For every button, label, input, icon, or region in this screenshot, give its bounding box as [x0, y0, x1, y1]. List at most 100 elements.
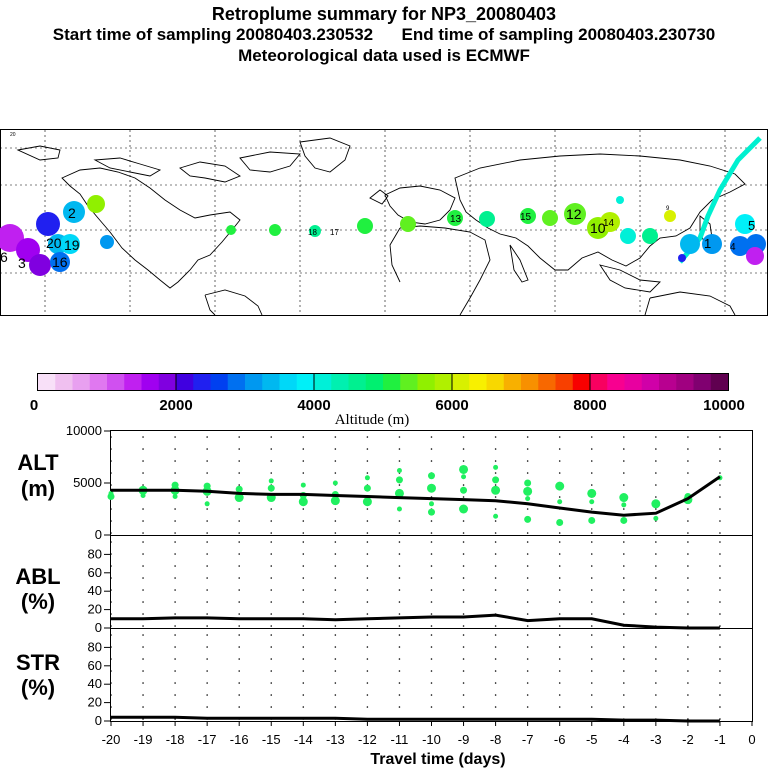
grid-dot — [334, 601, 337, 603]
y-tick-label: 20 — [88, 695, 102, 710]
grid-dot — [719, 706, 721, 708]
str-ylabel: STR — [16, 650, 60, 675]
grid-dot — [687, 718, 689, 720]
plume-day-label: 18 — [308, 228, 317, 237]
y-tick-label: 5000 — [73, 475, 102, 490]
grid-dot — [174, 706, 176, 708]
grid-dot — [302, 694, 305, 696]
grid-dot — [687, 565, 689, 567]
altitude-point — [107, 493, 115, 501]
grid-dot — [270, 460, 273, 462]
grid-dot — [270, 553, 273, 555]
grid-dot — [558, 658, 561, 660]
plume-marker — [226, 225, 236, 235]
start-time-label: Start time of sampling 20080403.230532 — [52, 25, 374, 44]
grid-dot — [398, 520, 401, 522]
colorbar-ticks — [175, 373, 591, 391]
grid-dot — [398, 670, 401, 672]
grid-dot — [687, 541, 689, 543]
grid-dot — [655, 634, 657, 636]
grid-dot — [142, 553, 144, 555]
grid-dot — [494, 646, 497, 648]
altitude-point — [330, 496, 340, 506]
grid-dot — [590, 589, 593, 591]
grid-dot — [398, 484, 401, 486]
grid-dot — [462, 694, 465, 696]
grid-dot — [623, 472, 625, 474]
grid-dot — [526, 613, 529, 615]
grid-dot — [719, 577, 721, 579]
grid-dot — [174, 625, 176, 627]
grid-dot — [238, 577, 240, 579]
grid-dot — [110, 553, 112, 555]
grid-dot — [206, 646, 208, 648]
grid-dot — [142, 472, 144, 474]
grid-dot — [494, 532, 497, 534]
grid-dot — [719, 532, 721, 534]
grid-dot — [206, 682, 208, 684]
grid-dot — [366, 658, 369, 660]
altitude-point — [557, 499, 563, 505]
grid-dot — [558, 553, 561, 555]
colorbar-cell — [348, 374, 367, 390]
grid-dot — [366, 589, 369, 591]
colorbar-cell — [607, 374, 625, 390]
grid-dot — [238, 484, 240, 486]
grid-dot — [238, 520, 240, 522]
grid-dot — [238, 553, 240, 555]
colorbar-cell — [400, 374, 418, 390]
plume-day-label: 17 — [330, 228, 339, 237]
grid-dot — [302, 706, 305, 708]
altitude-point — [332, 480, 338, 486]
plume-marker — [735, 214, 755, 234]
x-tick-label: -17 — [198, 732, 217, 747]
grid-dot — [366, 577, 369, 579]
grid-dot — [270, 634, 273, 636]
grid-dot — [719, 472, 721, 474]
grid-dot — [494, 496, 497, 498]
grid-dot — [110, 589, 112, 591]
altitude-point — [394, 488, 404, 498]
grid-dot — [174, 436, 176, 438]
page-title: Retroplume summary for NP3_20080403 — [211, 4, 557, 24]
grid-dot — [494, 472, 497, 474]
plume-day-label: 14 — [603, 218, 615, 229]
grid-dot — [494, 589, 497, 591]
grid-dot — [687, 634, 689, 636]
end-time-label: End time of sampling 20080403.230730 — [401, 25, 716, 44]
colorbar-tick-label: 0 — [30, 397, 38, 414]
grid-dot — [270, 625, 273, 627]
grid-dot — [398, 634, 401, 636]
altitude-point — [556, 519, 564, 527]
grid-dot — [398, 601, 401, 603]
grid-dot — [590, 601, 593, 603]
alt-panel: 0 5000 10000 — [66, 424, 723, 542]
altitude-point — [363, 484, 371, 492]
altitude-point — [493, 513, 499, 519]
series-line — [111, 715, 720, 723]
altitude-point — [587, 488, 597, 498]
grid-dot — [655, 670, 657, 672]
grid-dot — [462, 565, 465, 567]
grid-dot — [687, 646, 689, 648]
grid-dot — [206, 496, 208, 498]
grid-dot — [334, 634, 337, 636]
grid-dot — [398, 436, 401, 438]
grid-dot — [526, 589, 529, 591]
grid-dot — [590, 646, 593, 648]
grid-dot — [526, 508, 529, 510]
x-tick-label: -6 — [554, 732, 566, 747]
grid-dot — [334, 706, 337, 708]
grid-dot — [398, 577, 401, 579]
grid-dot — [558, 634, 561, 636]
grid-dot — [494, 565, 497, 567]
plume-day-label: 19 — [64, 237, 80, 253]
grid-dot — [142, 484, 144, 486]
grid-dot — [174, 460, 176, 462]
grid-dot — [142, 646, 144, 648]
colorbar-cell — [572, 374, 591, 390]
alt-ylabel: ALT — [17, 450, 59, 475]
grid-dot — [623, 634, 625, 636]
grid-dot — [430, 553, 433, 555]
altitude-point — [493, 464, 499, 470]
